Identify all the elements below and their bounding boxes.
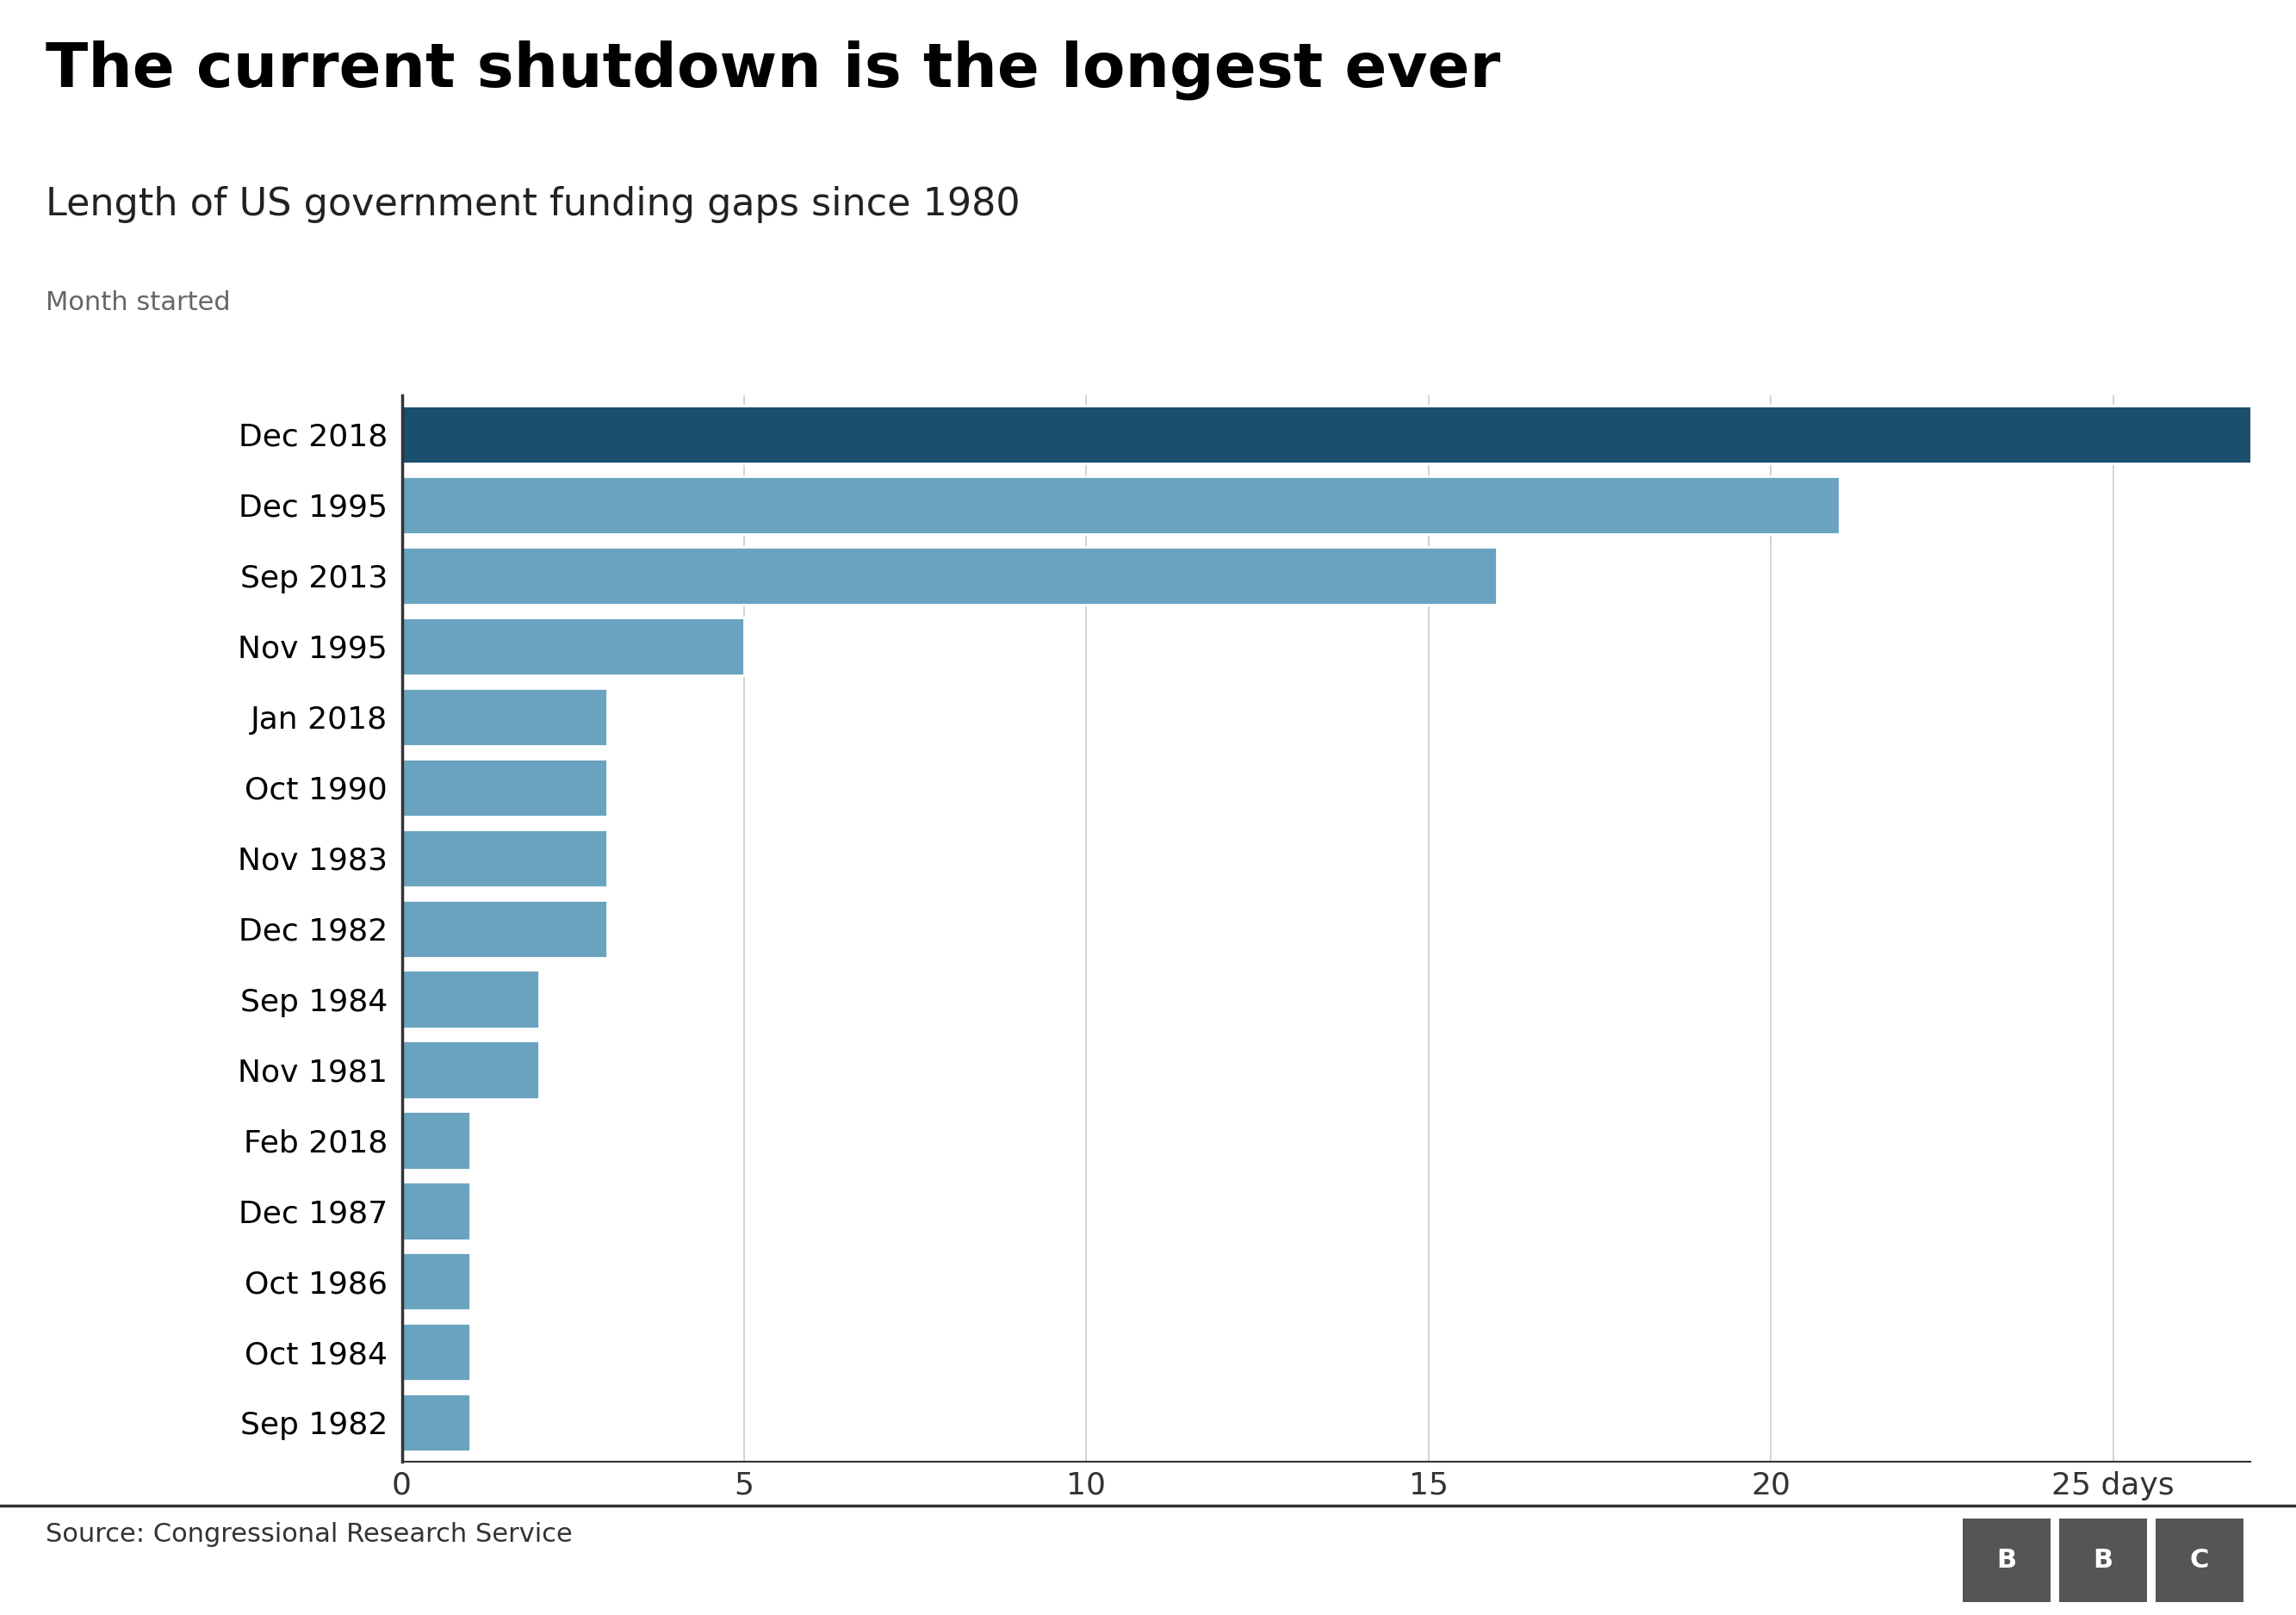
Bar bbox=[402, 759, 606, 817]
Bar bbox=[402, 971, 540, 1029]
Text: Length of US government funding gaps since 1980: Length of US government funding gaps sin… bbox=[46, 186, 1019, 223]
Text: The current shutdown is the longest ever: The current shutdown is the longest ever bbox=[46, 40, 1502, 100]
Text: Source: Congressional Research Service: Source: Congressional Research Service bbox=[46, 1521, 572, 1547]
Text: C: C bbox=[2190, 1547, 2209, 1573]
Bar bbox=[402, 688, 606, 746]
Bar bbox=[402, 900, 606, 958]
Text: B: B bbox=[1998, 1547, 2016, 1573]
Bar bbox=[402, 476, 1839, 535]
Bar bbox=[402, 1040, 540, 1098]
Bar bbox=[402, 1394, 471, 1452]
Bar bbox=[402, 1111, 471, 1169]
Bar bbox=[402, 547, 1497, 604]
Bar bbox=[402, 405, 2296, 464]
Bar bbox=[402, 1253, 471, 1310]
Bar bbox=[402, 1182, 471, 1240]
Bar bbox=[402, 1323, 471, 1381]
Bar bbox=[402, 617, 744, 675]
Text: Month started: Month started bbox=[46, 291, 232, 315]
Text: B: B bbox=[2094, 1547, 2112, 1573]
Bar bbox=[402, 828, 606, 887]
